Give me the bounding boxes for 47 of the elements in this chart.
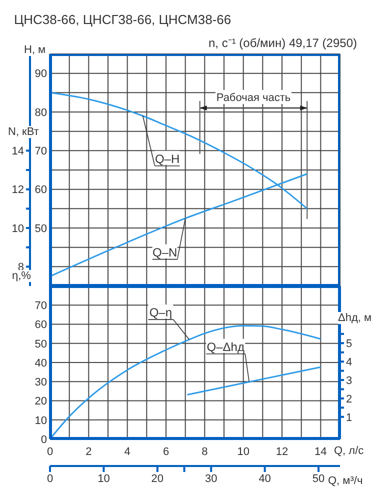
- y-tick-label: 80: [34, 106, 47, 119]
- x-axis-title: Q, л/с: [334, 445, 364, 457]
- y-tick-label: 0: [40, 434, 47, 446]
- y-tick-label: 40: [34, 357, 47, 370]
- y2-axis-title: N, кВт: [8, 126, 39, 138]
- y-tick-label: 60: [34, 319, 47, 332]
- x2-axis-title: Q, м³/ч: [328, 475, 363, 487]
- series-label: Q–N: [152, 245, 178, 260]
- y-axis-title: η,%: [12, 270, 31, 282]
- annotation: Рабочая часть: [216, 92, 291, 104]
- y2-tick-label: 14: [12, 146, 24, 158]
- x-tick-label: 14: [314, 446, 327, 458]
- y-tick-label: 50: [34, 338, 47, 350]
- chart-title: ЦНС38-66, ЦНСГ38-66, ЦНСМ38-66: [14, 12, 232, 27]
- y-tick-label: 60: [34, 184, 47, 196]
- text: Q–Δhд: [206, 340, 244, 354]
- text: Q–η: [149, 306, 172, 320]
- y2-tick-label: 3: [346, 374, 352, 387]
- y2-tick-label: 4: [346, 356, 352, 368]
- y-tick-label: 70: [34, 146, 47, 158]
- y-tick-label: 70: [34, 300, 47, 312]
- y-tick-label: 20: [34, 396, 47, 408]
- y-tick-label: 10: [34, 414, 47, 427]
- y2-tick-label: 2: [346, 393, 352, 406]
- y2-tick-label: 10: [12, 222, 24, 235]
- x-tick-label: 8: [202, 446, 208, 458]
- y2-tick-label: 12: [12, 184, 24, 196]
- x-tick-label: 4: [124, 446, 130, 458]
- x-tick-label: 6: [162, 446, 170, 458]
- y-tick-label: 30: [34, 376, 47, 389]
- x-tick-label: 12: [276, 446, 288, 458]
- x2-tick-label: 10: [98, 472, 110, 485]
- y-tick-label: 50: [34, 222, 47, 235]
- y2-tick-label: 1: [346, 412, 352, 424]
- x2-tick-label: 30: [204, 472, 218, 485]
- x2-tick-label: 40: [258, 472, 271, 485]
- line-series: [50, 325, 322, 439]
- y2-axis-title: Δhд, м: [338, 312, 372, 324]
- series-label: Q–H: [154, 152, 180, 166]
- y-tick-label: 90: [34, 68, 47, 80]
- y-axis-title: H, м: [24, 44, 46, 56]
- x-tick-label: 2: [86, 446, 92, 458]
- x2-tick-label: 50: [312, 472, 325, 485]
- x-tick-label: 10: [237, 446, 250, 458]
- text: n, с⁻¹ (об/мин) 49,17 (2950): [208, 34, 357, 51]
- x2-tick-label: 20: [151, 472, 164, 485]
- y2-tick-label: 5: [346, 338, 352, 350]
